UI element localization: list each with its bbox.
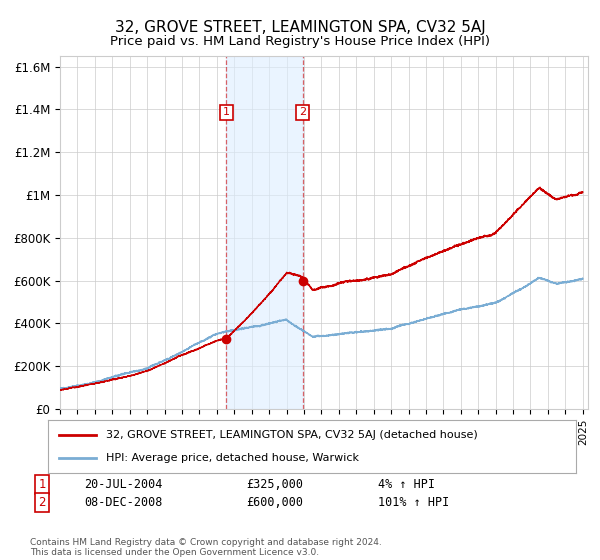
- Text: 32, GROVE STREET, LEAMINGTON SPA, CV32 5AJ (detached house): 32, GROVE STREET, LEAMINGTON SPA, CV32 5…: [106, 430, 478, 440]
- Text: 1: 1: [38, 478, 46, 491]
- Text: £600,000: £600,000: [246, 496, 303, 510]
- Text: 1: 1: [223, 108, 230, 118]
- Text: 32, GROVE STREET, LEAMINGTON SPA, CV32 5AJ: 32, GROVE STREET, LEAMINGTON SPA, CV32 5…: [115, 20, 485, 35]
- Text: 08-DEC-2008: 08-DEC-2008: [84, 496, 163, 510]
- Text: 2: 2: [299, 108, 307, 118]
- Bar: [226, 56, 303, 409]
- Text: Price paid vs. HM Land Registry's House Price Index (HPI): Price paid vs. HM Land Registry's House …: [110, 35, 490, 48]
- Text: Contains HM Land Registry data © Crown copyright and database right 2024.
This d: Contains HM Land Registry data © Crown c…: [30, 538, 382, 557]
- Text: 2: 2: [38, 496, 46, 510]
- Text: HPI: Average price, detached house, Warwick: HPI: Average price, detached house, Warw…: [106, 453, 359, 463]
- Text: 4% ↑ HPI: 4% ↑ HPI: [378, 478, 435, 491]
- Text: 20-JUL-2004: 20-JUL-2004: [84, 478, 163, 491]
- Text: 101% ↑ HPI: 101% ↑ HPI: [378, 496, 449, 510]
- Text: £325,000: £325,000: [246, 478, 303, 491]
